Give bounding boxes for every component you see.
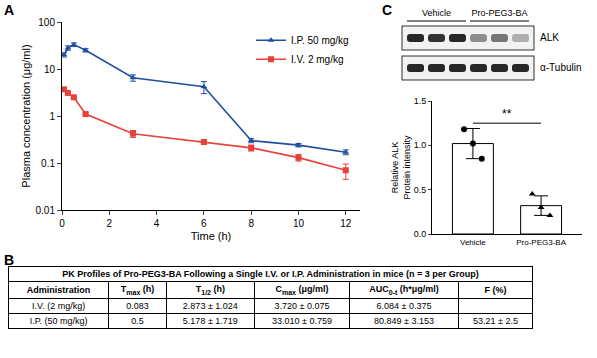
svg-text:1.0: 1.0 bbox=[414, 140, 427, 150]
svg-text:Vehicle: Vehicle bbox=[460, 238, 486, 247]
html-text:6.084 ± 0.375: 6.084 ± 0.375 bbox=[376, 300, 432, 311]
svg-text:Pro-PEG3-BA: Pro-PEG3-BA bbox=[516, 238, 566, 247]
svg-text:Vehicle: Vehicle bbox=[422, 8, 451, 18]
html-text:I.V. (2 mg/kg): I.V. (2 mg/kg) bbox=[32, 300, 86, 311]
html-text:F (%): F (%) bbox=[484, 284, 507, 295]
html-text:2.873 ± 1.024: 2.873 ± 1.024 bbox=[182, 300, 238, 311]
html-text:A: A bbox=[4, 2, 15, 18]
html-text:Administration: Administration bbox=[26, 284, 91, 295]
svg-text:1: 1 bbox=[49, 111, 55, 122]
html-text:53.21 ± 2.5: 53.21 ± 2.5 bbox=[473, 315, 518, 326]
svg-text:0.0: 0.0 bbox=[414, 229, 427, 239]
svg-text:**: ** bbox=[502, 107, 512, 121]
html-text:Cmax(μg/ml): Cmax(μg/ml) bbox=[275, 284, 329, 296]
svg-text:Relative ALKProtein intensity: Relative ALKProtein intensity bbox=[390, 135, 412, 200]
html-text:Tmax(h): Tmax(h) bbox=[120, 284, 155, 296]
html-text:3.720 ± 0.075: 3.720 ± 0.075 bbox=[274, 300, 330, 311]
html-text:5.178 ± 1.719: 5.178 ± 1.719 bbox=[182, 315, 238, 326]
svg-text:10: 10 bbox=[293, 218, 305, 229]
svg-text:6: 6 bbox=[201, 218, 207, 229]
html-text:80.849 ± 3.153: 80.849 ± 3.153 bbox=[374, 315, 435, 326]
html-text:B: B bbox=[4, 252, 15, 268]
svg-text:Time (h): Time (h) bbox=[191, 230, 232, 242]
svg-text:Plasma concentration (μg/ml): Plasma concentration (μg/ml) bbox=[20, 44, 32, 187]
svg-text:0.1: 0.1 bbox=[41, 158, 55, 169]
svg-text:α-Tubulin: α-Tubulin bbox=[540, 62, 582, 73]
svg-text:Pro-PEG3-BA: Pro-PEG3-BA bbox=[471, 8, 527, 18]
html-text:AUC0-t(h*μg/ml): AUC0-t(h*μg/ml) bbox=[369, 284, 439, 296]
svg-text:100: 100 bbox=[38, 17, 55, 28]
html-text:33.010 ± 0.759: 33.010 ± 0.759 bbox=[272, 315, 332, 326]
svg-text:I.V. 2 mg/kg: I.V. 2 mg/kg bbox=[291, 54, 343, 65]
svg-text:0.01: 0.01 bbox=[36, 205, 56, 216]
svg-text:ALK: ALK bbox=[540, 32, 559, 43]
svg-text:1.5: 1.5 bbox=[414, 96, 427, 106]
svg-text:8: 8 bbox=[248, 218, 254, 229]
html-text:0.083: 0.083 bbox=[126, 300, 149, 311]
html-text:PK Profiles of Pro-PEG3-BA Fol: PK Profiles of Pro-PEG3-BA Following a S… bbox=[62, 269, 479, 279]
html-text:I.P. (50 mg/kg): I.P. (50 mg/kg) bbox=[29, 315, 88, 326]
svg-text:4: 4 bbox=[154, 218, 160, 229]
svg-text:2: 2 bbox=[107, 218, 113, 229]
svg-text:0.5: 0.5 bbox=[414, 185, 427, 195]
html-text:0.5: 0.5 bbox=[131, 315, 144, 326]
svg-text:10: 10 bbox=[44, 64, 56, 75]
svg-text:0: 0 bbox=[59, 218, 65, 229]
html-text:T1/2(h): T1/2(h) bbox=[195, 284, 225, 296]
svg-text:I.P. 50 mg/kg: I.P. 50 mg/kg bbox=[291, 35, 349, 46]
svg-text:12: 12 bbox=[340, 218, 352, 229]
html-text:C: C bbox=[382, 2, 393, 18]
